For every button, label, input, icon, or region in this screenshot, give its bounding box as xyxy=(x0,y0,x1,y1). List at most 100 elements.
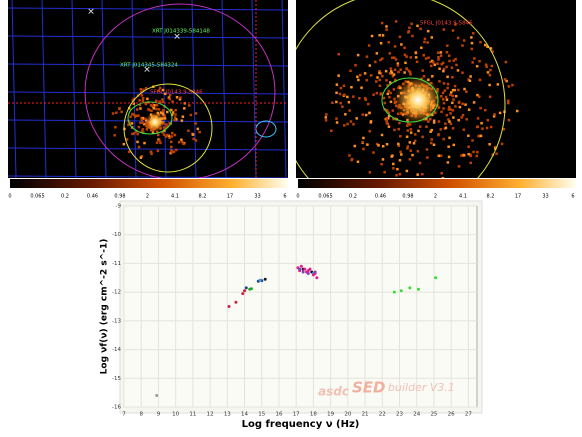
photon xyxy=(465,118,468,121)
photon xyxy=(479,106,482,110)
photon xyxy=(353,144,357,148)
photon xyxy=(387,117,390,120)
photon xyxy=(440,62,443,66)
photon xyxy=(441,61,445,65)
photon xyxy=(337,52,340,56)
photon xyxy=(432,121,436,124)
source-label: XRT J014345-584324 xyxy=(120,63,178,69)
photon xyxy=(409,149,412,152)
photon xyxy=(411,153,414,157)
photon xyxy=(502,127,505,131)
colorbar-label: 2 xyxy=(146,194,149,200)
x-tick-label: 17 xyxy=(293,412,300,418)
photon xyxy=(173,116,177,119)
photon xyxy=(476,150,479,154)
photon xyxy=(437,55,440,59)
photon xyxy=(144,87,148,90)
photon xyxy=(403,53,407,57)
photon xyxy=(349,120,353,123)
photon xyxy=(161,100,165,104)
colorbar-label: 0 xyxy=(296,194,299,200)
photon xyxy=(406,124,409,127)
photon xyxy=(408,158,412,161)
photon xyxy=(515,109,519,113)
photon xyxy=(174,108,177,112)
photon xyxy=(406,121,410,124)
photon xyxy=(155,141,159,144)
y-tick-label: -12 xyxy=(112,290,121,296)
photon xyxy=(182,142,185,146)
photon xyxy=(413,139,417,143)
photon xyxy=(446,161,450,164)
colorbar-label: 17 xyxy=(515,194,521,200)
photon xyxy=(177,140,181,144)
photon xyxy=(441,91,445,95)
photon xyxy=(390,71,394,75)
photon xyxy=(392,73,396,76)
photon xyxy=(403,46,406,50)
photon xyxy=(374,80,378,83)
photon xyxy=(143,122,146,126)
data-point xyxy=(306,271,310,275)
photon xyxy=(337,74,340,77)
photon xyxy=(445,98,449,101)
photon xyxy=(485,65,488,69)
photon xyxy=(385,79,388,82)
photon xyxy=(133,115,137,118)
photon xyxy=(372,93,375,96)
photon xyxy=(369,74,373,77)
photon xyxy=(161,131,164,134)
watermark: SED xyxy=(352,379,386,397)
photon xyxy=(147,108,150,111)
photon xyxy=(438,67,441,70)
y-axis-label: Log νf(ν) (erg cm^-2 s^-1) xyxy=(100,239,110,375)
photon xyxy=(381,57,384,60)
photon xyxy=(403,71,406,74)
photon xyxy=(143,141,146,145)
photon xyxy=(392,117,395,121)
photon xyxy=(422,74,426,78)
photon xyxy=(399,150,402,154)
photon xyxy=(341,105,344,108)
y-tick-label: -15 xyxy=(112,376,121,382)
photon xyxy=(458,105,462,109)
photon xyxy=(348,154,351,157)
photon xyxy=(500,142,504,146)
photon xyxy=(489,47,493,50)
photon xyxy=(366,143,369,146)
photon xyxy=(468,79,472,82)
photon xyxy=(172,150,176,153)
photon xyxy=(383,101,387,105)
photon xyxy=(442,28,446,31)
photon xyxy=(335,117,338,120)
photon xyxy=(469,154,472,158)
photon xyxy=(194,139,198,142)
region xyxy=(296,0,506,178)
x-tick-label: 21 xyxy=(362,412,369,418)
source-label: XRT J014339-584148 xyxy=(152,29,210,35)
photon xyxy=(416,24,419,28)
data-point xyxy=(299,264,303,268)
photon xyxy=(335,121,339,124)
photon xyxy=(454,105,457,108)
y-tick-label: -11 xyxy=(112,261,121,267)
photon xyxy=(491,50,494,53)
photon xyxy=(414,51,418,54)
x-tick-label: 10 xyxy=(172,412,179,418)
photon xyxy=(462,153,465,157)
coord-grid xyxy=(8,63,288,67)
photon xyxy=(335,91,338,95)
photon xyxy=(454,94,458,98)
photon xyxy=(379,42,383,45)
photon xyxy=(368,64,372,67)
photon xyxy=(393,45,397,48)
photon xyxy=(416,173,419,176)
photon xyxy=(396,167,399,171)
y-tick-label: -10 xyxy=(112,232,121,238)
photon xyxy=(158,100,161,103)
photon xyxy=(449,112,452,115)
photon xyxy=(467,134,470,137)
colorbar-label: 17 xyxy=(227,194,233,200)
photon xyxy=(486,45,489,49)
photon xyxy=(444,122,447,125)
